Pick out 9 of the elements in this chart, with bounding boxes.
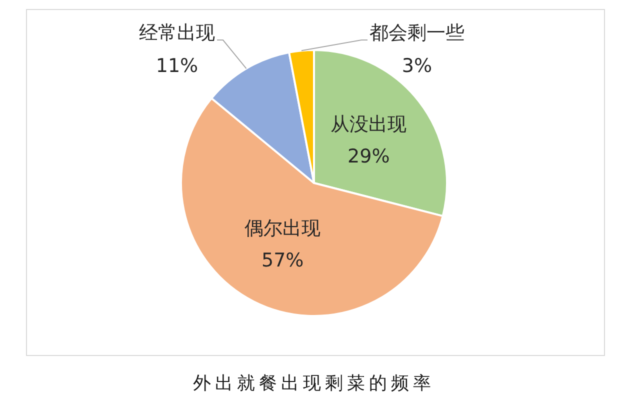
data-label: 57% xyxy=(261,250,304,272)
data-label: 29% xyxy=(348,146,390,168)
slice-label: 偶尔出现 xyxy=(244,218,321,240)
data-label: 11% xyxy=(156,55,198,77)
data-label: 3% xyxy=(402,55,432,77)
slice-label: 从没出现 xyxy=(330,114,407,136)
text: 外出就餐出现剩菜的频率 xyxy=(193,373,435,393)
slice-label: 都会剩一些 xyxy=(370,22,464,44)
slice-label: 经常出现 xyxy=(139,22,215,44)
